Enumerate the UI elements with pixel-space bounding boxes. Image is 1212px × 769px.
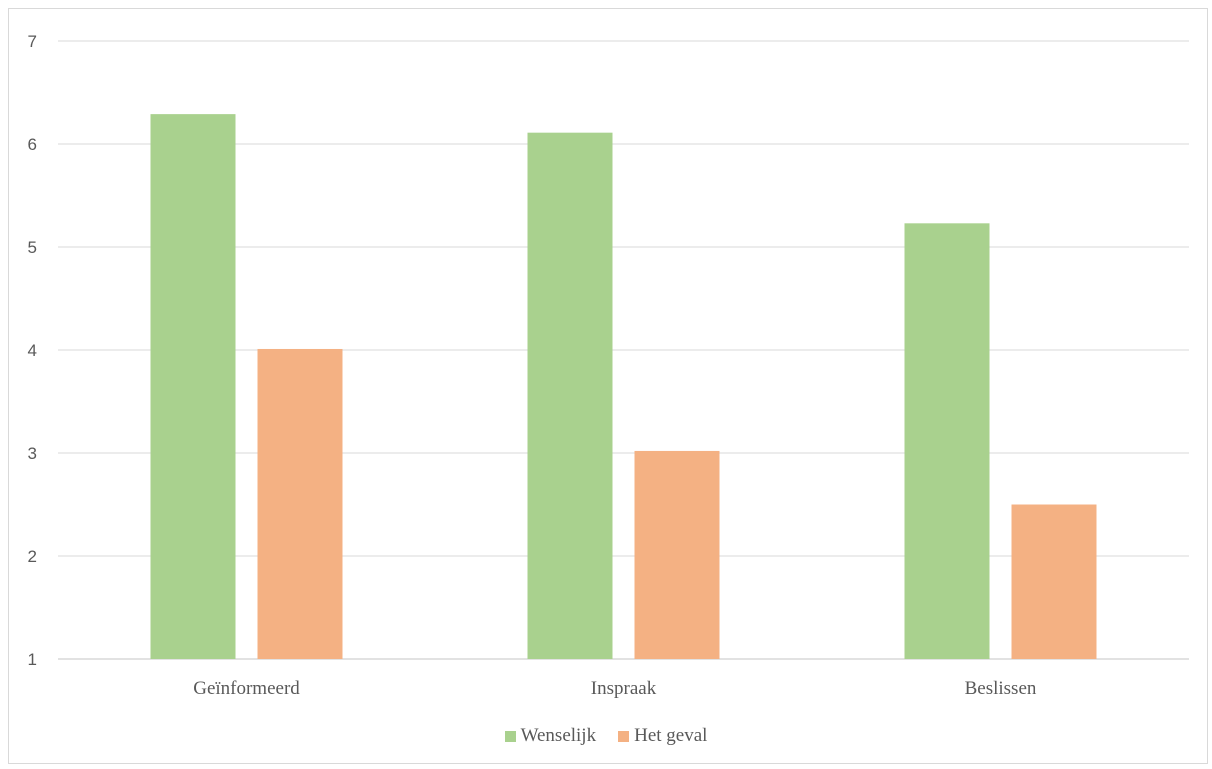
legend-swatch-het-geval [618,730,630,742]
y-tick-label: 6 [28,135,37,154]
y-tick-label: 4 [28,341,37,360]
bar-het-geval-1 [634,450,720,659]
legend-swatch-wenselijk [504,730,516,742]
x-axis-ticks: Geïnformeerd Inspraak Beslissen [193,678,1037,699]
legend-item-het-geval: Het geval [618,725,707,747]
y-tick-label: 2 [28,547,37,566]
y-tick-label: 7 [28,32,37,51]
x-tick-label: Inspraak [591,678,657,699]
bar-wenselijk-0 [150,114,236,659]
legend-label-het-geval: Het geval [634,725,708,746]
bar-wenselijk-2 [904,223,990,659]
bar-wenselijk-1 [527,132,613,660]
legend: Wenselijk Het geval [0,725,1212,747]
gridlines [58,40,1189,660]
y-tick-label: 5 [28,238,37,257]
legend-label-wenselijk: Wenselijk [520,725,597,746]
y-tick-label: 1 [28,650,37,669]
bar-het-geval-0 [257,348,343,659]
y-axis-ticks: 1 2 3 4 5 6 7 [28,32,37,669]
bar-het-geval-2 [1011,504,1097,659]
legend-item-wenselijk: Wenselijk [504,725,597,747]
x-tick-label: Beslissen [965,678,1037,699]
bars [150,114,1097,660]
x-tick-label: Geïnformeerd [193,678,300,699]
y-tick-label: 3 [28,444,37,463]
